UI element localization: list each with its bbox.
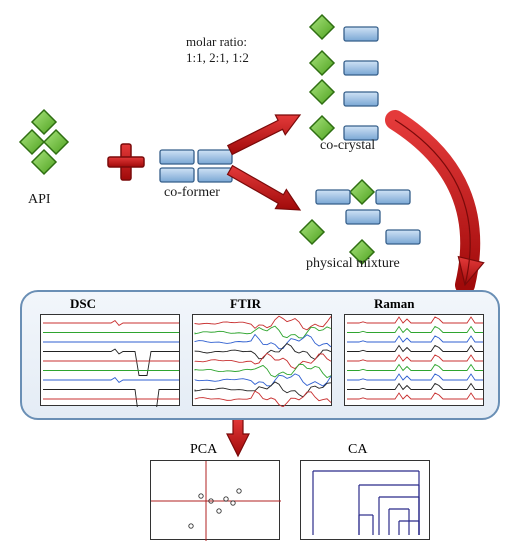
label-molar2: 1:1, 2:1, 1:2	[186, 50, 249, 66]
pca-plot	[151, 461, 281, 541]
dsc-plot	[41, 315, 181, 407]
panel-ca	[300, 460, 430, 540]
ca-plot	[301, 461, 431, 541]
panel-ftir	[192, 314, 332, 406]
label-molar1: molar ratio:	[186, 34, 247, 50]
title-ftir: FTIR	[230, 296, 261, 312]
title-ca: CA	[348, 442, 367, 458]
label-api: API	[28, 192, 51, 208]
panel-pca	[150, 460, 280, 540]
title-raman: Raman	[374, 296, 414, 312]
label-physmix: physical mixture	[306, 256, 400, 272]
label-cocrystal: co-crystal	[320, 138, 375, 154]
title-dsc: DSC	[70, 296, 96, 312]
plus-icon	[104, 140, 148, 184]
spectra-panel-group: DSC FTIR Raman	[20, 290, 500, 420]
label-coformer: co-former	[164, 185, 220, 201]
panel-raman	[344, 314, 484, 406]
raman-plot	[345, 315, 485, 407]
title-pca: PCA	[190, 442, 217, 458]
diagram-canvas: API co-former molar ratio: 1:1, 2:1, 1:2…	[0, 0, 519, 550]
ftir-plot	[193, 315, 333, 407]
panel-dsc	[40, 314, 180, 406]
